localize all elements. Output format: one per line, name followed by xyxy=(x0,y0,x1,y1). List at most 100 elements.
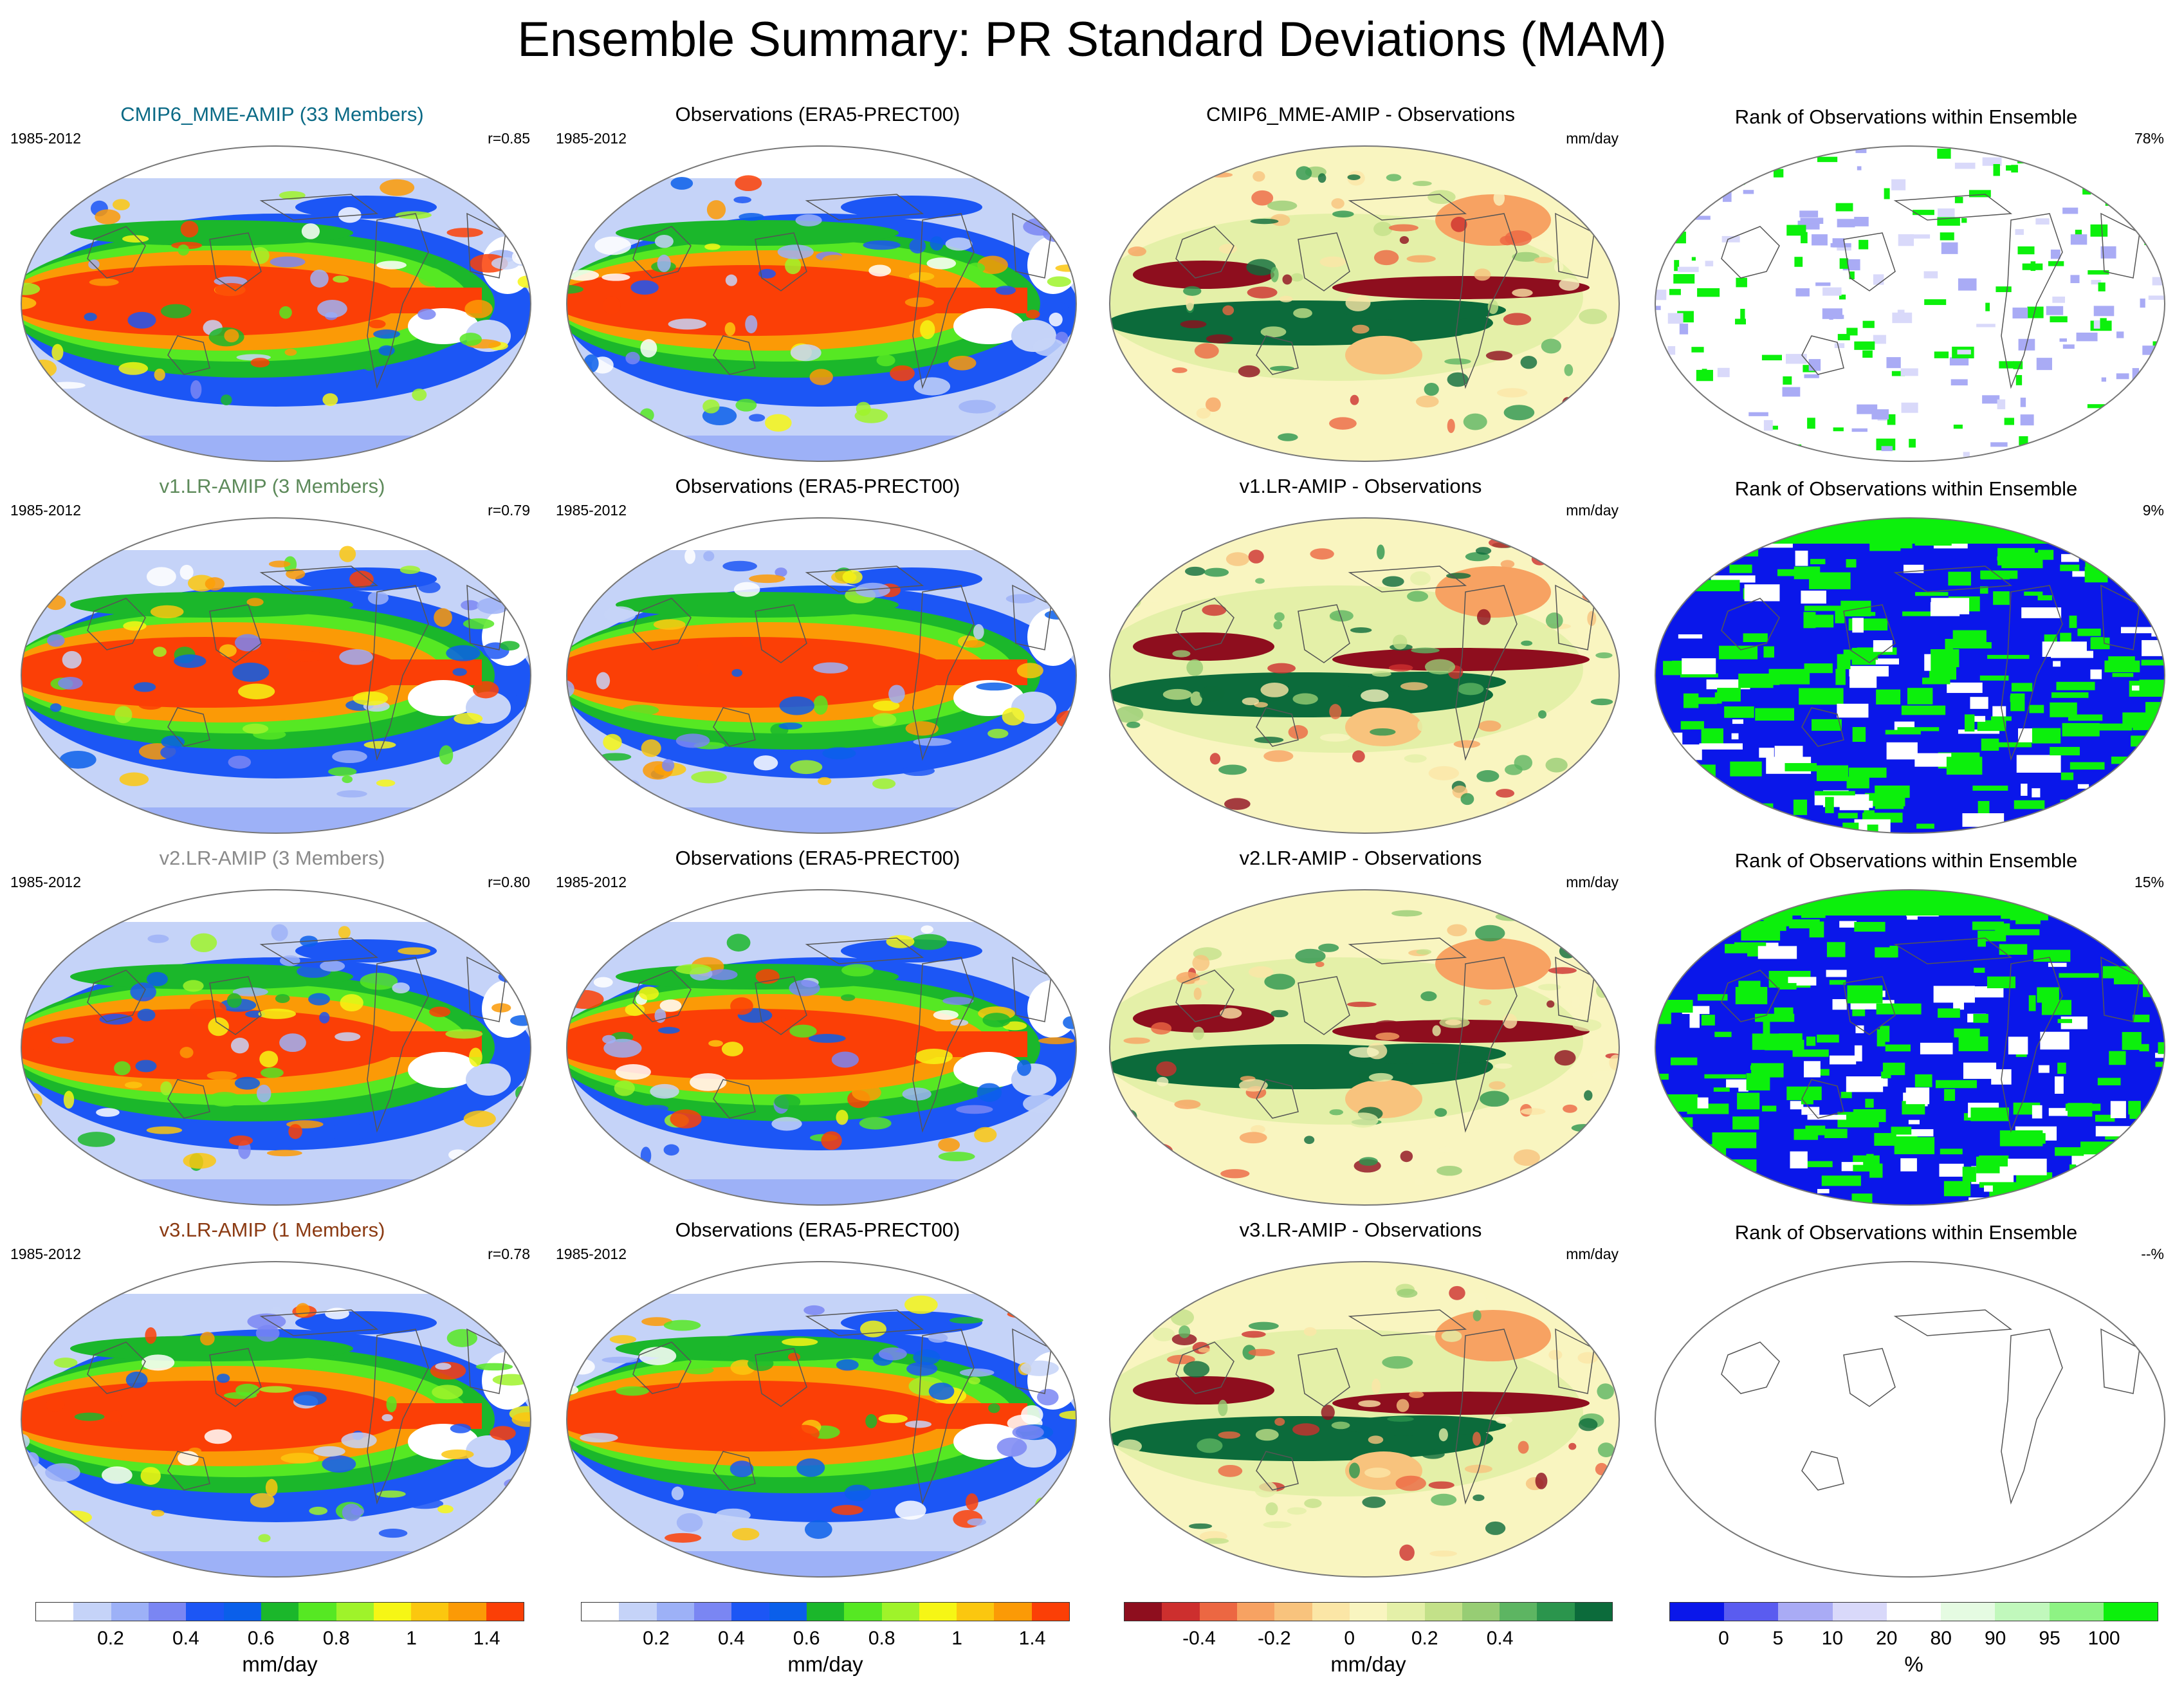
model-map xyxy=(21,1261,531,1578)
colorbar-swatch xyxy=(1124,1603,1162,1621)
obs-panel-title: Observations (ERA5-PRECT00) xyxy=(675,103,960,125)
obs-panel-row-4: Observations (ERA5-PRECT00) 1985-2012 xyxy=(551,1219,1085,1579)
colorbar-tick-label: 0.2 xyxy=(97,1628,124,1649)
colorbar-swatch xyxy=(1162,1603,1200,1621)
colorbar-tick-label: 0.6 xyxy=(247,1628,275,1649)
rank-panel-row-3: Rank of Observations within Ensemble 15% xyxy=(1639,847,2173,1207)
rank-panel-title: Rank of Observations within Ensemble xyxy=(1734,106,2078,128)
obs-panel-row-1: Observations (ERA5-PRECT00) 1985-2012 xyxy=(551,103,1085,463)
obs-panel-title: Observations (ERA5-PRECT00) xyxy=(675,1219,960,1241)
period-label: 1985-2012 xyxy=(10,1246,81,1262)
obs-map xyxy=(566,517,1077,834)
colorbar-swatches xyxy=(581,1602,1070,1621)
colorbar-tick-label: 0 xyxy=(1344,1628,1355,1649)
colorbar-swatch xyxy=(1236,1603,1275,1621)
colorbar-swatch xyxy=(186,1603,224,1621)
rank-map xyxy=(1655,1261,2165,1578)
colorbar-tick-label: 0.4 xyxy=(717,1628,745,1649)
colorbar-tick-label: 0.6 xyxy=(793,1628,820,1649)
colorbar-swatch xyxy=(619,1603,657,1621)
colorbar-swatch xyxy=(1670,1603,1725,1621)
model-panel-title: CMIP6_MME-AMIP (33 Members) xyxy=(120,103,424,125)
model-panel-row-2: v1.LR-AMIP (3 Members) 1985-2012 r=0.79 xyxy=(5,475,539,835)
colorbar-swatch xyxy=(336,1603,374,1621)
colorbar-swatch xyxy=(1199,1603,1237,1621)
colorbar-units: mm/day xyxy=(787,1652,863,1676)
model-panel-row-4: v3.LR-AMIP (1 Members) 1985-2012 r=0.78 xyxy=(5,1219,539,1579)
rank-panel-row-1: Rank of Observations within Ensemble 78% xyxy=(1639,103,2173,463)
colorbar-swatch xyxy=(1537,1603,1575,1621)
colorbar-swatch xyxy=(1462,1603,1500,1621)
model-panel-title: v2.LR-AMIP (3 Members) xyxy=(159,847,385,869)
colorbar-tick-label: 1.4 xyxy=(1018,1628,1046,1649)
colorbar-swatch xyxy=(261,1603,299,1621)
rank-percent-label: 15% xyxy=(2134,874,2164,890)
obs-panel-row-3: Observations (ERA5-PRECT00) 1985-2012 xyxy=(551,847,1085,1207)
colorbar-swatch xyxy=(298,1603,336,1621)
period-label: 1985-2012 xyxy=(556,502,627,519)
colorbar-swatch xyxy=(111,1603,149,1621)
rank-percent-label: 9% xyxy=(2142,502,2164,519)
rank-panel-title: Rank of Observations within Ensemble xyxy=(1734,849,2078,872)
diff-panel-row-3: v2.LR-AMIP - Observations mm/day xyxy=(1094,847,1628,1207)
colorbar-tick-label: 20 xyxy=(1876,1628,1898,1649)
colorbar-swatch xyxy=(2103,1603,2158,1621)
colorbar-units: mm/day xyxy=(242,1652,318,1676)
rank-percent-label: --% xyxy=(2141,1246,2164,1262)
colorbar-tick-label: 100 xyxy=(2088,1628,2120,1649)
colorbar-swatch xyxy=(1500,1603,1537,1621)
colorbar-tick-label: 0.2 xyxy=(1411,1628,1438,1649)
period-label: 1985-2012 xyxy=(556,130,627,147)
diff-map xyxy=(1109,889,1620,1206)
colorbar-tick-label: 95 xyxy=(2039,1628,2060,1649)
main-title: Ensemble Summary: PR Standard Deviations… xyxy=(517,12,1667,67)
colorbar-tick-label: 0.4 xyxy=(172,1628,199,1649)
colorbar-swatch xyxy=(1995,1603,2050,1621)
colorbar-tick-label: 90 xyxy=(1984,1628,2006,1649)
colorbar-swatches xyxy=(1124,1602,1613,1621)
diff-panel-title: v1.LR-AMIP - Observations xyxy=(1239,475,1482,497)
obs-colorbar: 0.2 0.4 0.6 0.8 1 1.4 mm/day xyxy=(581,1602,1070,1692)
colorbar-tick-label: 80 xyxy=(1930,1628,1952,1649)
rank-map xyxy=(1655,889,2165,1206)
diff-colorbar: -0.4 -0.2 0 0.2 0.4 mm/day xyxy=(1124,1602,1613,1692)
period-label: 1985-2012 xyxy=(556,1246,627,1262)
colorbar-swatch xyxy=(994,1603,1032,1621)
obs-panel-row-2: Observations (ERA5-PRECT00) 1985-2012 xyxy=(551,475,1085,835)
colorbar-tick-label: 0.4 xyxy=(1486,1628,1514,1649)
model-colorbar: 0.2 0.4 0.6 0.8 1 1.4 mm/day xyxy=(35,1602,524,1692)
obs-map xyxy=(566,889,1077,1206)
diff-panel-row-2: v1.LR-AMIP - Observations mm/day xyxy=(1094,475,1628,835)
model-map xyxy=(21,517,531,834)
rank-panel-title: Rank of Observations within Ensemble xyxy=(1734,477,2078,500)
correlation-label: r=0.78 xyxy=(488,1246,530,1262)
colorbar-swatch xyxy=(1941,1603,1996,1621)
colorbar-swatch xyxy=(448,1603,486,1621)
diff-panel-row-1: CMIP6_MME-AMIP - Observations mm/day xyxy=(1094,103,1628,463)
colorbar-swatch xyxy=(73,1603,111,1621)
colorbar-swatch xyxy=(693,1603,732,1621)
colorbar-swatch xyxy=(223,1603,261,1621)
diff-panel-title: v2.LR-AMIP - Observations xyxy=(1239,847,1482,869)
rank-map xyxy=(1655,145,2165,462)
diff-panel-row-4: v3.LR-AMIP - Observations mm/day xyxy=(1094,1219,1628,1579)
colorbar-swatch xyxy=(1724,1603,1779,1621)
rank-panel-title: Rank of Observations within Ensemble xyxy=(1734,1221,2078,1244)
obs-map xyxy=(566,145,1077,462)
colorbar-swatch xyxy=(36,1603,74,1621)
colorbar-swatch xyxy=(2049,1603,2104,1621)
colorbar-swatch xyxy=(1349,1603,1388,1621)
rank-panel-row-2: Rank of Observations within Ensemble 9% xyxy=(1639,475,2173,835)
diff-panel-title: v3.LR-AMIP - Observations xyxy=(1239,1219,1482,1241)
period-label: 1985-2012 xyxy=(10,502,81,519)
obs-panel-title: Observations (ERA5-PRECT00) xyxy=(675,475,960,497)
colorbar-swatch xyxy=(806,1603,845,1621)
period-label: 1985-2012 xyxy=(556,874,627,890)
model-map xyxy=(21,889,531,1206)
colorbar-tick-label: 1 xyxy=(951,1628,962,1649)
model-panel-title: v3.LR-AMIP (1 Members) xyxy=(159,1219,385,1241)
diff-map xyxy=(1109,145,1620,462)
colorbar-swatch xyxy=(411,1603,449,1621)
colorbar-swatch xyxy=(1574,1603,1613,1621)
colorbar-swatch xyxy=(1886,1603,1941,1621)
